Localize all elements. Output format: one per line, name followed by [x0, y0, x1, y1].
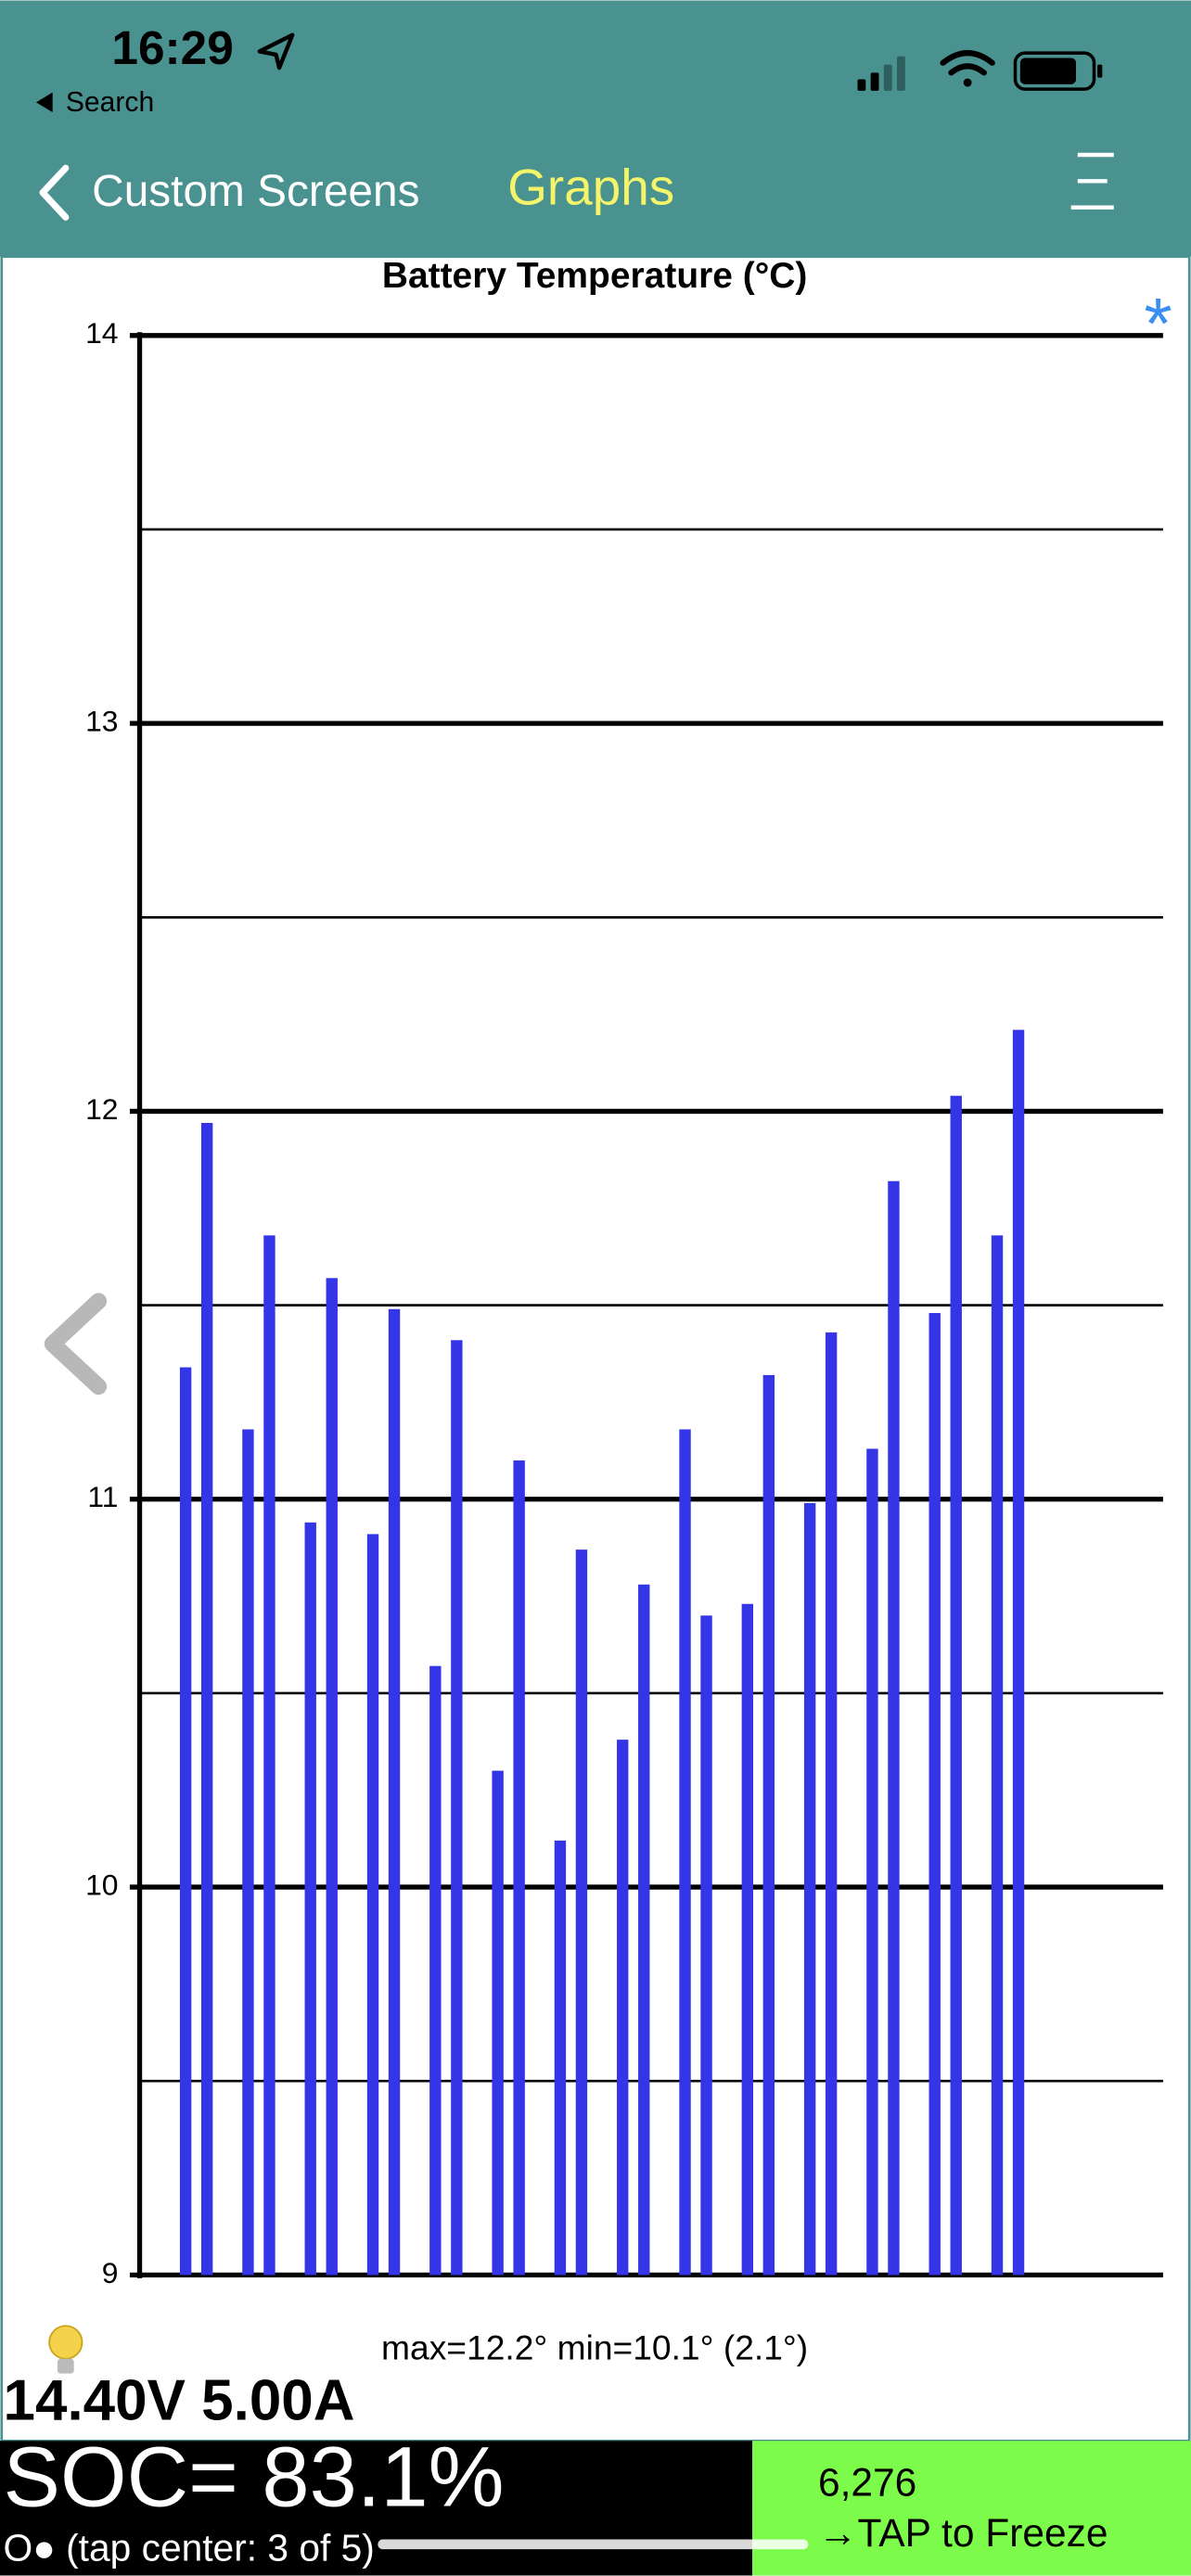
back-app-label[interactable]: Search: [66, 87, 154, 118]
chart-stats: max=12.2° min=10.1° (2.1°): [381, 2328, 808, 2367]
bar: [179, 1367, 192, 2276]
signal-icon: [857, 56, 905, 91]
bar: [866, 1448, 878, 2276]
y-tick-label: 10: [85, 1868, 118, 1901]
bar: [200, 1122, 213, 2276]
nav-title: Graphs: [507, 158, 674, 215]
bar: [326, 1278, 338, 2276]
bar: [388, 1308, 401, 2276]
bar: [242, 1429, 254, 2276]
bar: [950, 1095, 962, 2276]
back-app-arrow[interactable]: [35, 92, 53, 112]
chart-panel: [0, 255, 1191, 2442]
bar: [638, 1584, 650, 2276]
bar: [741, 1603, 754, 2276]
bar: [263, 1235, 275, 2276]
counter[interactable]: 6,276: [818, 2461, 916, 2505]
bar: [429, 1665, 442, 2276]
bar: [492, 1770, 504, 2276]
home-indicator: [378, 2539, 809, 2550]
y-tick-label: 11: [87, 1480, 118, 1513]
plot-area: 9 10 11 12 13 14: [85, 316, 1163, 2289]
freeze-label[interactable]: →TAP to Freeze: [818, 2512, 1108, 2556]
bar: [825, 1332, 838, 2276]
readout: 14.40V 5.00A: [4, 2369, 355, 2433]
bar: [513, 1460, 525, 2276]
bar: [575, 1549, 588, 2276]
bar: [1012, 1029, 1025, 2276]
bar: [991, 1235, 1004, 2276]
bar: [554, 1840, 567, 2276]
y-tick-label: 12: [85, 1092, 118, 1126]
y-tick-label: 14: [85, 316, 118, 350]
y-tick-label: 9: [102, 2256, 119, 2289]
page-indicator: O● (tap center: 3 of 5): [4, 2527, 375, 2570]
bar: [304, 1522, 316, 2276]
soc: SOC= 83.1%: [4, 2429, 505, 2525]
location-icon: [257, 32, 295, 70]
soc-panel: [0, 2441, 753, 2576]
bulb-icon: [48, 2325, 83, 2374]
wifi-icon: [940, 50, 995, 87]
menu-icon[interactable]: [1070, 152, 1114, 210]
nav-back-chevron[interactable]: [39, 164, 70, 221]
bar: [700, 1615, 712, 2276]
chart-marker[interactable]: *: [1144, 282, 1172, 363]
bar: [762, 1374, 775, 2276]
freeze-button[interactable]: [752, 2441, 1191, 2576]
status-time: 16:29: [111, 21, 233, 74]
bar: [679, 1429, 691, 2276]
bar: [928, 1312, 941, 2276]
bar: [888, 1180, 900, 2276]
bar: [617, 1740, 629, 2276]
battery-icon: [1013, 51, 1103, 91]
chart-title: Battery Temperature (°C): [382, 256, 808, 296]
previous-chevron[interactable]: [44, 1293, 108, 1396]
bar: [803, 1502, 816, 2276]
bar: [451, 1340, 463, 2276]
nav-back[interactable]: Custom Screens: [92, 167, 419, 216]
header-background: [0, 0, 1191, 257]
bar: [366, 1534, 379, 2276]
y-tick-label: 13: [85, 705, 118, 738]
